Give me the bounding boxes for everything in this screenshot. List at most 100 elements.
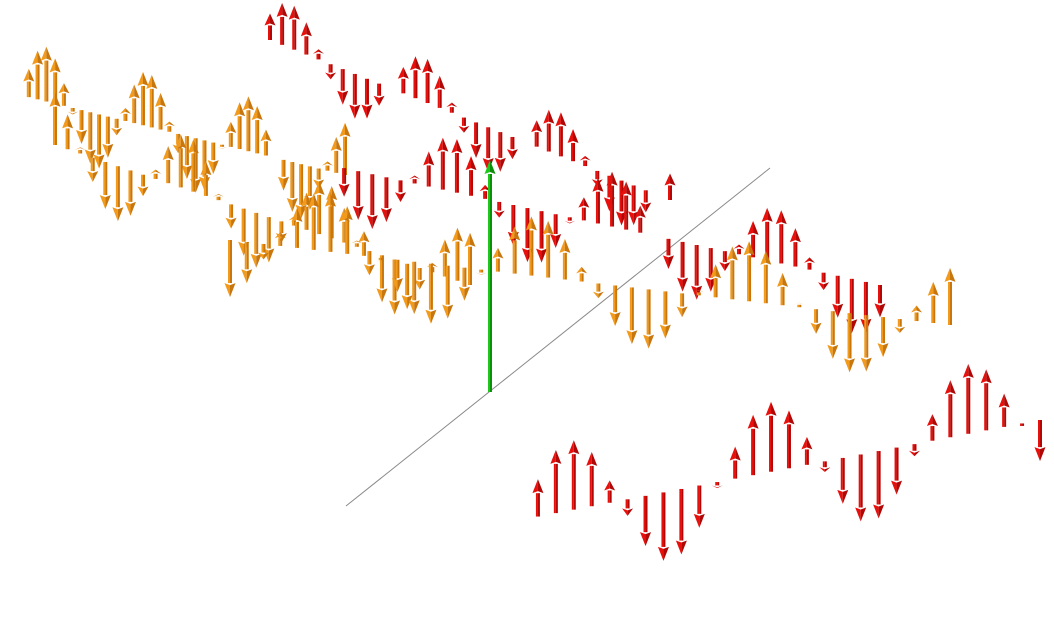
axis-layer (345, 167, 771, 507)
orange-arrow-icon (525, 216, 537, 276)
orange-arrow-icon (944, 267, 956, 325)
orange-arrow-icon (425, 263, 437, 324)
orange-arrow-icon (626, 287, 638, 345)
red-arrow-icon (675, 488, 687, 555)
red-arrow-icon (998, 393, 1010, 427)
red-arrow-icon (1016, 423, 1028, 428)
red-arrow-icon (446, 102, 458, 113)
orange-arrow-icon (576, 266, 588, 282)
orange-arrow-icon (128, 84, 140, 124)
orange-arrow-icon (87, 157, 99, 182)
orange-arrow-icon (439, 239, 451, 277)
green-axis-arrow-icon (484, 160, 496, 392)
orange-arrow-icon (324, 192, 336, 252)
orange-arrow-icon (676, 293, 688, 318)
red-arrow-icon (705, 248, 717, 292)
red-arrow-icon (818, 272, 830, 291)
red-arrow-icon (395, 180, 407, 202)
orange-arrow-icon (313, 180, 325, 235)
orange-arrow-icon (181, 136, 193, 180)
orange-arrow-icon (119, 107, 131, 121)
orange-arrow-icon (212, 193, 224, 201)
red-arrow-icon (620, 181, 632, 230)
orange-arrow-icon (137, 71, 149, 126)
red-arrow-icon (288, 5, 300, 50)
orange-arrow-icon (509, 226, 521, 274)
orange-arrow-icon (278, 159, 290, 191)
orange-arrow-icon (693, 290, 705, 296)
orange-arrow-icon (793, 302, 805, 308)
red-arrow-icon (300, 22, 312, 55)
red-arrow-icon (506, 136, 518, 160)
red-arrow-icon (891, 447, 903, 495)
orange-arrow-icon (162, 145, 174, 184)
orange-arrow-icon (124, 170, 136, 216)
orange-arrow-icon (451, 227, 463, 281)
orange-arrow-icon (643, 289, 655, 349)
red-arrow-icon (640, 495, 652, 547)
red-arrow-icon (578, 197, 590, 221)
red-arrow-icon (832, 275, 844, 318)
red-arrow-icon (567, 128, 579, 162)
red-arrow-icon (801, 436, 813, 465)
red-arrow-icon (873, 451, 885, 519)
orange-arrow-icon (330, 136, 342, 173)
red-arrow-icon (803, 257, 815, 270)
orange-arrow-icon (67, 107, 79, 115)
orange-arrow-icon (75, 110, 87, 144)
orange-arrow-icon (844, 313, 856, 373)
red-arrow-icon (775, 210, 787, 264)
red-arrow-icon (664, 173, 676, 200)
red-wave-back (264, 2, 676, 226)
orange-arrow-icon (40, 46, 52, 102)
red-arrow-icon (434, 75, 446, 108)
red-arrow-icon (494, 132, 506, 172)
red-arrow-icon (493, 201, 505, 218)
orange-arrow-icon (225, 121, 237, 147)
red-arrow-icon (337, 69, 349, 105)
red-arrow-icon (693, 485, 705, 528)
red-arrow-icon (657, 492, 669, 561)
orange-arrow-icon (274, 232, 286, 246)
orange-arrow-icon (710, 264, 722, 298)
red-arrow-icon (640, 190, 652, 213)
red-arrow-icon (711, 482, 723, 489)
orange-arrow-icon (187, 139, 199, 192)
orange-arrow-icon (74, 147, 86, 154)
red-wave-front (532, 363, 1046, 561)
red-arrow-icon (586, 451, 598, 507)
green-axis-layer (484, 160, 496, 392)
red-arrow-icon (397, 66, 409, 94)
orange-arrow-icon (376, 255, 388, 303)
red-arrow-icon (349, 73, 361, 119)
red-arrow-icon (543, 109, 555, 152)
orange-arrow-icon (363, 251, 375, 276)
red-arrow-icon (361, 78, 373, 119)
red-arrow-icon (789, 228, 801, 267)
orange-arrow-icon (375, 257, 387, 263)
orange-arrow-icon (216, 144, 228, 149)
orange-arrow-icon (827, 311, 839, 359)
orange-arrow-icon (49, 92, 61, 145)
orange-arrow-icon (49, 58, 61, 104)
orange-arrow-icon (860, 315, 872, 372)
orange-arrow-icon (339, 122, 351, 175)
red-arrow-icon (465, 156, 477, 196)
red-arrow-icon (874, 285, 886, 318)
orange-arrow-icon (911, 305, 923, 322)
orange-arrow-icon (351, 240, 363, 247)
red-arrow-icon (564, 217, 576, 224)
red-wave-mid (338, 137, 886, 334)
red-arrow-icon (677, 241, 689, 292)
red-arrow-icon (423, 151, 435, 187)
red-arrow-icon (568, 440, 580, 510)
orange-arrow-icon (32, 50, 44, 100)
red-arrow-icon (729, 446, 741, 479)
red-arrow-icon (479, 184, 491, 199)
orange-arrow-icon (743, 241, 755, 302)
wave-layer (23, 2, 1046, 561)
orange-arrow-icon (286, 162, 298, 212)
orange-arrow-icon (112, 166, 124, 222)
orange-arrow-icon (137, 174, 149, 197)
